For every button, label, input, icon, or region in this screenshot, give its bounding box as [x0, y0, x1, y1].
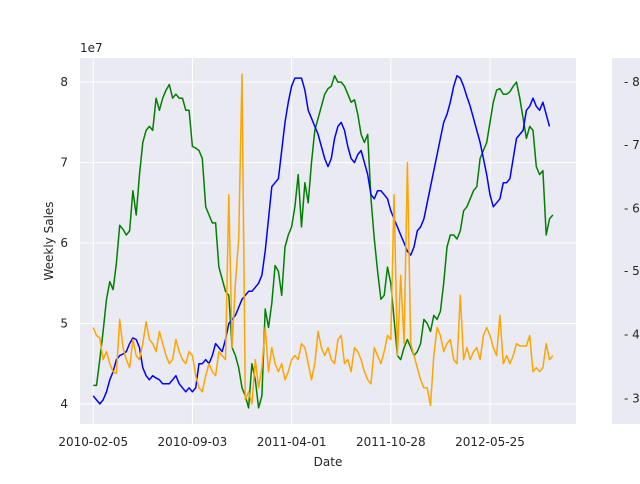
- secondary-axis-tick-label: - 3: [624, 391, 640, 405]
- plot-area: [80, 58, 576, 424]
- secondary-axis-tick-label: - 7: [624, 138, 640, 152]
- y-tick-label: 7: [60, 156, 68, 170]
- y-tick-label: 8: [60, 75, 68, 89]
- secondary-axis: - 8 - 7 - 6 - 5 - 4 - 3: [612, 58, 640, 424]
- secondary-axis-tick-label: - 4: [624, 328, 640, 342]
- series-line: [92, 73, 554, 407]
- series-line: [92, 74, 551, 405]
- series-layer: [92, 73, 554, 409]
- secondary-axis-tick-label: - 8: [624, 75, 640, 89]
- x-tick-label: 2010-02-05: [58, 435, 128, 449]
- y-axis-ticks: 4 5 6 7 8: [60, 75, 68, 411]
- x-axis-ticks: 2010-02-05 2010-09-03 2011-04-01 2011-10-28…: [58, 435, 525, 449]
- y-axis-offset-label: 1e7: [80, 41, 103, 55]
- x-tick-label: 2012-05-25: [455, 435, 525, 449]
- y-tick-label: 4: [60, 397, 68, 411]
- secondary-axis-tick-label: - 6: [624, 201, 640, 215]
- secondary-axis-tick-label: - 5: [624, 264, 640, 278]
- x-tick-label: 2011-04-01: [257, 435, 327, 449]
- x-axis-label: Date: [314, 455, 343, 469]
- grid: [80, 58, 576, 424]
- x-tick-label: 2010-09-03: [158, 435, 228, 449]
- y-axis-label: Weekly Sales: [42, 201, 56, 280]
- y-tick-label: 5: [60, 316, 68, 330]
- series-line: [93, 74, 554, 409]
- y-tick-label: 6: [60, 236, 68, 250]
- x-tick-label: 2011-10-28: [356, 435, 426, 449]
- secondary-axis-background: [612, 58, 640, 424]
